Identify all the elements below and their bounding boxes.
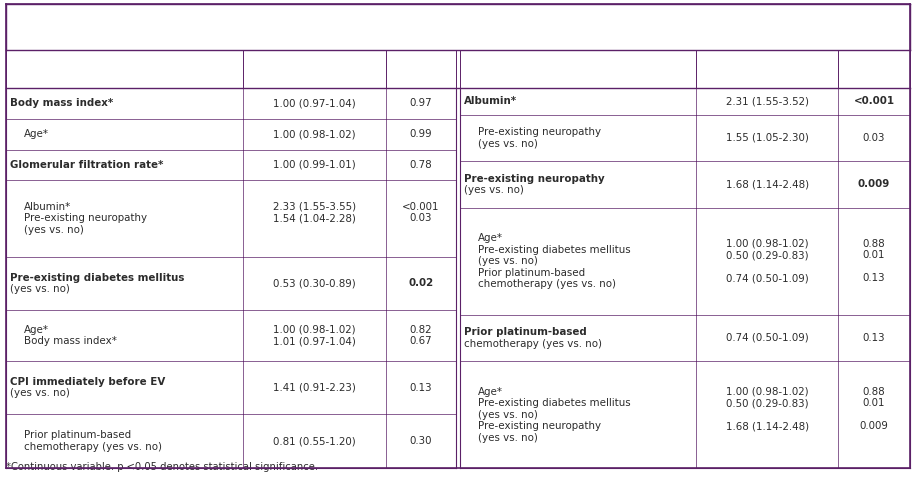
Text: 0.13: 0.13 xyxy=(863,273,885,284)
Text: p-value: p-value xyxy=(398,64,443,74)
Text: 0.88: 0.88 xyxy=(863,239,885,249)
Text: 0.67: 0.67 xyxy=(409,336,432,346)
Text: 1.00 (0.98-1.02): 1.00 (0.98-1.02) xyxy=(725,239,809,249)
Text: 1.00 (0.99-1.01): 1.00 (0.99-1.01) xyxy=(273,160,355,170)
Text: Glomerular filtration rate*: Glomerular filtration rate* xyxy=(10,160,163,170)
Text: 0.009: 0.009 xyxy=(858,180,890,189)
Text: Adjusted OR: Adjusted OR xyxy=(277,59,352,69)
Text: (yes vs. no): (yes vs. no) xyxy=(24,225,84,235)
Text: 1.00 (0.98-1.02): 1.00 (0.98-1.02) xyxy=(273,325,355,335)
Text: Pre-existing neuropathy: Pre-existing neuropathy xyxy=(478,421,601,431)
Text: 2.31 (1.55-3.52): 2.31 (1.55-3.52) xyxy=(725,96,809,106)
Text: (95% CI): (95% CI) xyxy=(289,69,340,79)
Text: (yes vs. no): (yes vs. no) xyxy=(478,256,538,266)
Text: 0.88: 0.88 xyxy=(863,386,885,397)
Text: Body mass index*: Body mass index* xyxy=(10,99,114,108)
Text: chemotherapy (yes vs. no): chemotherapy (yes vs. no) xyxy=(24,442,162,452)
Text: 0.13: 0.13 xyxy=(409,383,432,393)
Text: (yes vs. no): (yes vs. no) xyxy=(464,185,524,195)
Text: Prior platinum-based: Prior platinum-based xyxy=(24,430,131,441)
Text: 2.33 (1.55-3.55): 2.33 (1.55-3.55) xyxy=(273,202,356,212)
Text: Prior platinum-based: Prior platinum-based xyxy=(464,327,587,337)
Text: 0.82: 0.82 xyxy=(409,325,432,335)
Text: 1.68 (1.14-2.48): 1.68 (1.14-2.48) xyxy=(725,421,809,431)
Text: 1.01 (0.97-1.04): 1.01 (0.97-1.04) xyxy=(273,336,356,346)
Text: clinical factors at EV start and all-timepoint, any grade neuropathy TRAEs: clinical factors at EV start and all-tim… xyxy=(254,30,662,40)
Text: Pre-existing diabetes mellitus: Pre-existing diabetes mellitus xyxy=(478,398,630,408)
Text: 0.74 (0.50-1.09): 0.74 (0.50-1.09) xyxy=(725,273,809,284)
Text: Pre-existing diabetes mellitus: Pre-existing diabetes mellitus xyxy=(10,273,184,283)
Text: <0.001: <0.001 xyxy=(854,96,895,106)
Text: 0.13: 0.13 xyxy=(863,333,885,343)
Text: Prior platinum-based: Prior platinum-based xyxy=(478,267,585,278)
Text: 0.30: 0.30 xyxy=(409,436,432,446)
Text: 1.00 (0.98-1.02): 1.00 (0.98-1.02) xyxy=(725,386,809,397)
Text: 1.55 (1.05-2.30): 1.55 (1.05-2.30) xyxy=(725,133,809,143)
Text: 1.41 (0.91-2.23): 1.41 (0.91-2.23) xyxy=(273,383,356,393)
Text: Age*: Age* xyxy=(478,386,503,397)
Text: 0.01: 0.01 xyxy=(863,398,885,408)
Text: 0.03: 0.03 xyxy=(863,133,885,143)
Text: 0.50 (0.29-0.83): 0.50 (0.29-0.83) xyxy=(725,250,809,261)
Text: 0.009: 0.009 xyxy=(859,421,889,431)
Text: 0.01: 0.01 xyxy=(863,250,885,261)
Text: 1.00 (0.97-1.04): 1.00 (0.97-1.04) xyxy=(273,99,355,108)
Text: Albumin*: Albumin* xyxy=(24,202,71,212)
Text: Clinical Factor: Clinical Factor xyxy=(534,64,622,74)
Text: Pre-existing neuropathy: Pre-existing neuropathy xyxy=(478,127,601,137)
Text: 0.81 (0.55-1.20): 0.81 (0.55-1.20) xyxy=(273,436,355,446)
Text: 1.54 (1.04-2.28): 1.54 (1.04-2.28) xyxy=(273,213,356,224)
Text: (yes vs. no): (yes vs. no) xyxy=(478,409,538,420)
Text: Albumin*: Albumin* xyxy=(464,96,518,106)
Text: Pre-existing diabetes mellitus: Pre-existing diabetes mellitus xyxy=(478,244,630,255)
Text: 0.02: 0.02 xyxy=(409,278,433,288)
Text: Table 4. Multivariable analysis models assessing associations between $\it{a\ pr: Table 4. Multivariable analysis models a… xyxy=(216,11,700,25)
Text: Age*: Age* xyxy=(478,233,503,243)
Text: CPI immediately before EV: CPI immediately before EV xyxy=(10,377,165,387)
Text: <0.001: <0.001 xyxy=(402,202,440,212)
Text: 1.00 (0.98-1.02): 1.00 (0.98-1.02) xyxy=(273,129,355,139)
Text: 0.99: 0.99 xyxy=(409,129,432,139)
Text: chemotherapy (yes vs. no): chemotherapy (yes vs. no) xyxy=(478,279,616,289)
Text: (yes vs. no): (yes vs. no) xyxy=(10,284,70,294)
Text: (yes vs. no): (yes vs. no) xyxy=(478,139,538,149)
Text: p-value: p-value xyxy=(851,64,897,74)
Text: 0.03: 0.03 xyxy=(409,213,432,224)
Text: 1.68 (1.14-2.48): 1.68 (1.14-2.48) xyxy=(725,180,809,189)
Text: (yes vs. no): (yes vs. no) xyxy=(478,432,538,443)
Text: 0.97: 0.97 xyxy=(409,99,432,108)
Text: 0.78: 0.78 xyxy=(409,160,432,170)
Text: Age*: Age* xyxy=(24,325,49,335)
Text: Pre-existing neuropathy: Pre-existing neuropathy xyxy=(464,174,605,183)
Text: Pre-existing neuropathy: Pre-existing neuropathy xyxy=(24,213,147,224)
Text: Age*: Age* xyxy=(24,129,49,139)
Text: (95% CI): (95% CI) xyxy=(741,69,793,79)
Text: 0.53 (0.30-0.89): 0.53 (0.30-0.89) xyxy=(273,278,355,288)
Text: Body mass index*: Body mass index* xyxy=(24,336,117,346)
Text: Adjusted OR: Adjusted OR xyxy=(729,59,805,69)
Text: *Continuous variable. p <0.05 denotes statistical significance.: *Continuous variable. p <0.05 denotes st… xyxy=(6,462,318,472)
Text: (yes vs. no): (yes vs. no) xyxy=(10,388,70,399)
Text: 0.74 (0.50-1.09): 0.74 (0.50-1.09) xyxy=(725,333,809,343)
Text: Clinical Factor: Clinical Factor xyxy=(81,64,169,74)
Text: chemotherapy (yes vs. no): chemotherapy (yes vs. no) xyxy=(464,339,602,348)
Text: 0.50 (0.29-0.83): 0.50 (0.29-0.83) xyxy=(725,398,809,408)
